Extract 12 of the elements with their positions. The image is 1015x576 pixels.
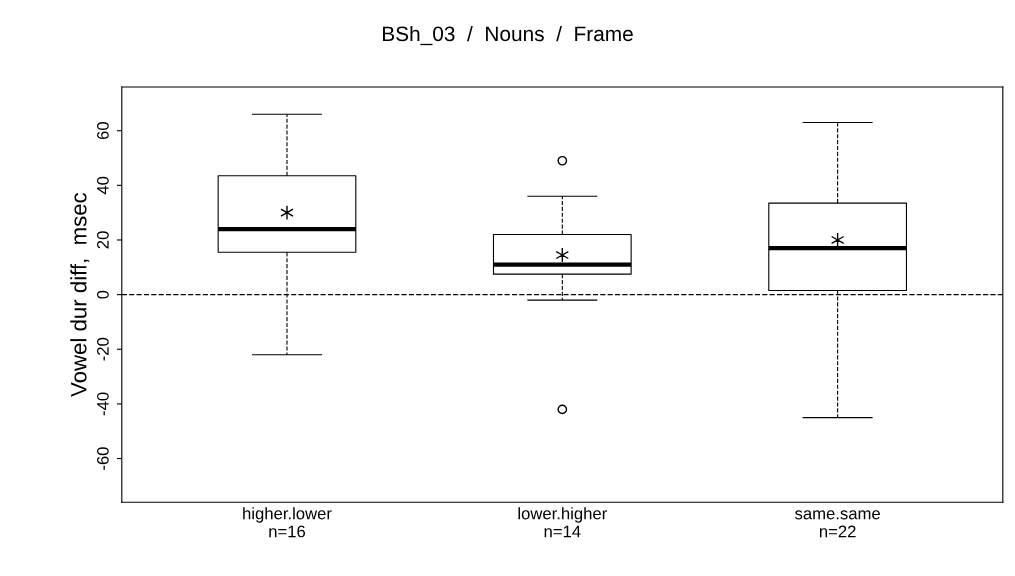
y-tick-label: -60 xyxy=(96,447,109,470)
y-tick-label: 0 xyxy=(96,290,109,299)
y-tick-label: -40 xyxy=(96,392,109,416)
y-tick-label: 40 xyxy=(96,176,109,195)
y-tick-label: 20 xyxy=(96,231,109,249)
y-tick-label: 60 xyxy=(96,122,109,140)
y-axis-title: Vowel dur diff, msec xyxy=(70,192,90,397)
chart-title: BSh_03 / Nouns / Frame xyxy=(383,25,633,46)
x-tick-label: lower.higher n=14 xyxy=(518,507,607,538)
x-tick-label: same.same n=22 xyxy=(795,510,880,538)
y-tick-label: -20 xyxy=(96,337,109,361)
x-tick-label: higher.lower n=16 xyxy=(243,507,332,538)
